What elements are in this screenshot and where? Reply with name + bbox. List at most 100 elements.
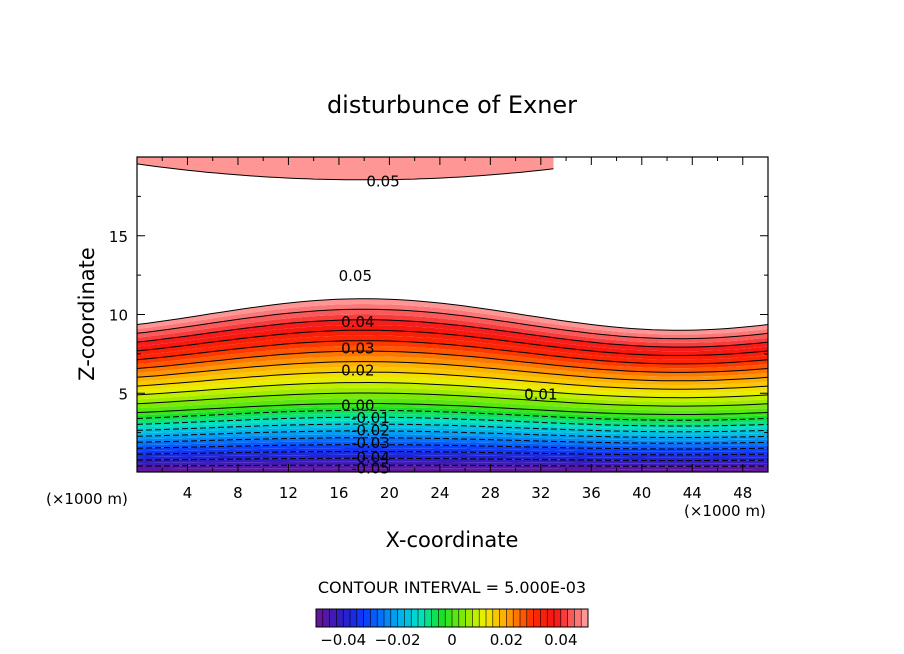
contour-band [137, 319, 768, 352]
contour-line [137, 444, 768, 450]
contour-line [137, 381, 768, 399]
colorbar-swatch [554, 609, 562, 627]
colorbar-swatch [486, 609, 494, 627]
contour-band [137, 324, 768, 356]
contour-label: 0.00 [341, 396, 374, 414]
contour-line [137, 340, 768, 365]
contour-line [137, 371, 768, 390]
colorbar-swatch [472, 609, 480, 627]
contour-band [137, 330, 768, 360]
colorbar-swatch [513, 609, 521, 627]
contour-line [137, 464, 768, 467]
contour-line [137, 403, 768, 415]
colorbar-tick-label: 0.04 [544, 631, 577, 649]
contour-band [137, 468, 768, 472]
colorbar-swatch [458, 609, 467, 627]
contour-band [137, 345, 768, 373]
colorbar-swatch [411, 609, 419, 627]
colorbar-tick-label: −0.04 [320, 631, 366, 649]
contour-band [137, 434, 768, 444]
contour-band [137, 309, 768, 343]
contour-lines [137, 163, 768, 472]
axis-ticks [137, 157, 768, 472]
y-tick-label: 15 [109, 228, 128, 246]
colorbar-swatch [316, 609, 324, 627]
contour-band [137, 393, 768, 411]
colorbar-swatch [329, 609, 337, 627]
colorbar-swatch [547, 609, 555, 627]
contour-band [137, 420, 768, 432]
contour-band [137, 454, 768, 461]
contour-band [137, 427, 768, 438]
colorbar-swatch [479, 609, 487, 627]
colorbar-swatch [384, 609, 392, 627]
contour-band [137, 451, 768, 458]
x-tick-label: 32 [531, 484, 550, 502]
colorbar-swatch [452, 609, 460, 627]
colorbar [316, 609, 589, 627]
colorbar-swatch [397, 609, 405, 627]
contour-labels: 0.050.050.040.030.020.010.00-0.01-0.02-0… [339, 173, 558, 478]
contour-band [137, 437, 768, 447]
colorbar-tick-label: −0.02 [375, 631, 421, 649]
colorbar-swatch [492, 609, 501, 627]
colorbar-swatch [343, 609, 351, 627]
contour-band [137, 304, 768, 339]
colorbar-swatch [581, 609, 589, 627]
colorbar-swatch [431, 609, 439, 627]
contour-line [137, 329, 768, 356]
contour-label: -0.05 [351, 459, 390, 477]
colorbar-labels: −0.04 −0.02 0 0.02 0.04 [320, 631, 577, 649]
contour-band [137, 377, 768, 398]
colorbar-swatch [336, 609, 344, 627]
colorbar-swatch [533, 609, 541, 627]
contour-label: 0.02 [341, 362, 374, 380]
colorbar-swatch [560, 609, 569, 627]
x-axis-label: X-coordinate [386, 528, 519, 552]
y-axis-label: Z-coordinate [75, 247, 99, 381]
contour-line [137, 361, 768, 382]
x-tick-label: 48 [733, 484, 752, 502]
x-tick-label: 44 [683, 484, 702, 502]
contour-band [137, 424, 768, 435]
contour-label: 0.05 [339, 267, 372, 285]
colorbar-frame [315, 608, 589, 628]
contour-label: 0.04 [341, 313, 374, 331]
x-axis-unit: (×1000 m) [46, 490, 128, 508]
contour-band [137, 335, 768, 364]
contour-band [137, 444, 768, 452]
contour-band [137, 382, 768, 402]
contour-line [137, 416, 768, 427]
colorbar-swatch [322, 609, 331, 627]
colorbar-swatch [506, 609, 514, 627]
contour-band [137, 430, 768, 441]
colorbar-swatch [390, 609, 399, 627]
contour-label: -0.04 [351, 448, 390, 466]
contour-bands [137, 157, 768, 472]
colorbar-tick-label: 0 [447, 631, 457, 649]
contour-band [137, 398, 768, 415]
contour-band [137, 366, 768, 390]
colorbar-swatch [499, 609, 507, 627]
contour-line [137, 423, 768, 433]
colorbar-swatch [526, 609, 535, 627]
x-tick-label: 8 [233, 484, 243, 502]
y-tick-labels: 5 10 15 [109, 228, 128, 404]
contour-interval-note: CONTOUR INTERVAL = 5.000E-03 [318, 578, 586, 597]
contour-line [137, 298, 768, 331]
contour-band [137, 361, 768, 385]
colorbar-swatch [445, 609, 453, 627]
x-tick-label: 40 [632, 484, 651, 502]
colorbar-swatch [438, 609, 446, 627]
contour-line [137, 450, 768, 456]
colorbar-tick-label: 0.02 [490, 631, 523, 649]
contour-band [137, 448, 768, 455]
contour-label: 0.01 [524, 385, 557, 403]
contour-line [137, 437, 768, 444]
colorbar-swatch [377, 609, 385, 627]
colorbar-swatch [350, 609, 358, 627]
contour-band [137, 458, 768, 464]
contour-line [137, 308, 768, 340]
contour-band [137, 417, 768, 429]
x-tick-label: 4 [183, 484, 193, 502]
